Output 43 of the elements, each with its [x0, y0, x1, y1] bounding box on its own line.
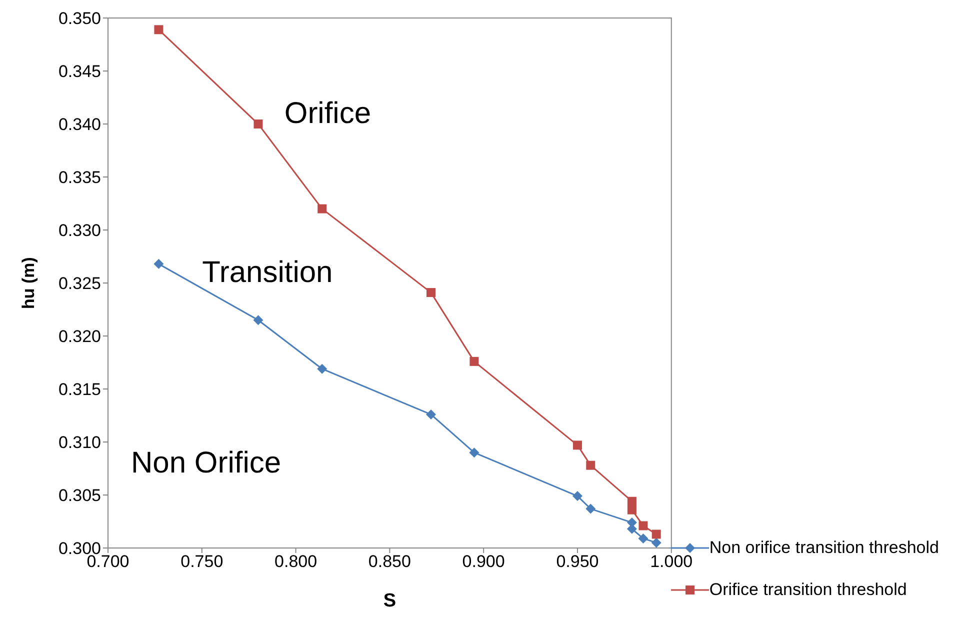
x-tick-label: 1.000 [650, 552, 693, 572]
x-tick-label: 0.900 [462, 552, 505, 572]
y-tick-label: 0.325 [58, 274, 101, 294]
y-tick-label: 0.335 [58, 168, 101, 188]
point [627, 496, 636, 506]
point [253, 315, 264, 326]
y-tick-label: 0.305 [58, 486, 101, 506]
point [572, 491, 582, 502]
x-tick-label: 0.850 [368, 552, 411, 572]
point [426, 288, 436, 298]
x-tick-label: 0.950 [556, 552, 599, 572]
point [154, 258, 164, 269]
point [254, 120, 263, 128]
y-tick-label: 0.310 [58, 433, 101, 452]
annotation: Transition [202, 256, 333, 289]
point [638, 521, 648, 530]
point [317, 364, 328, 374]
point [470, 356, 479, 366]
point [154, 25, 164, 34]
annotation: Orifice [284, 96, 372, 130]
y-tick-label: 0.320 [58, 327, 101, 346]
annotation: Non Orifice [131, 446, 282, 480]
point [638, 533, 648, 544]
x-tick-label: 0.750 [180, 552, 224, 572]
legend-label: Non orifice transition threshold [709, 538, 939, 558]
x-axis-title: S [383, 590, 396, 612]
y-axis-title: hu (m) [19, 257, 38, 309]
legend-label: Orifice transition threshold [709, 580, 907, 600]
point [426, 409, 436, 420]
y-tick-label: 0.330 [58, 221, 101, 240]
point [318, 204, 327, 214]
point [651, 538, 662, 548]
point [469, 448, 480, 458]
y-tick-label: 0.345 [58, 62, 101, 82]
point [652, 530, 661, 539]
y-tick-label: 0.350 [58, 9, 101, 28]
x-tick-label: 0.800 [274, 552, 318, 572]
point [586, 460, 596, 470]
point [572, 440, 582, 450]
point [586, 504, 596, 514]
y-tick-label: 0.340 [58, 115, 101, 134]
point [627, 505, 636, 514]
y-tick-label: 0.315 [58, 380, 101, 400]
